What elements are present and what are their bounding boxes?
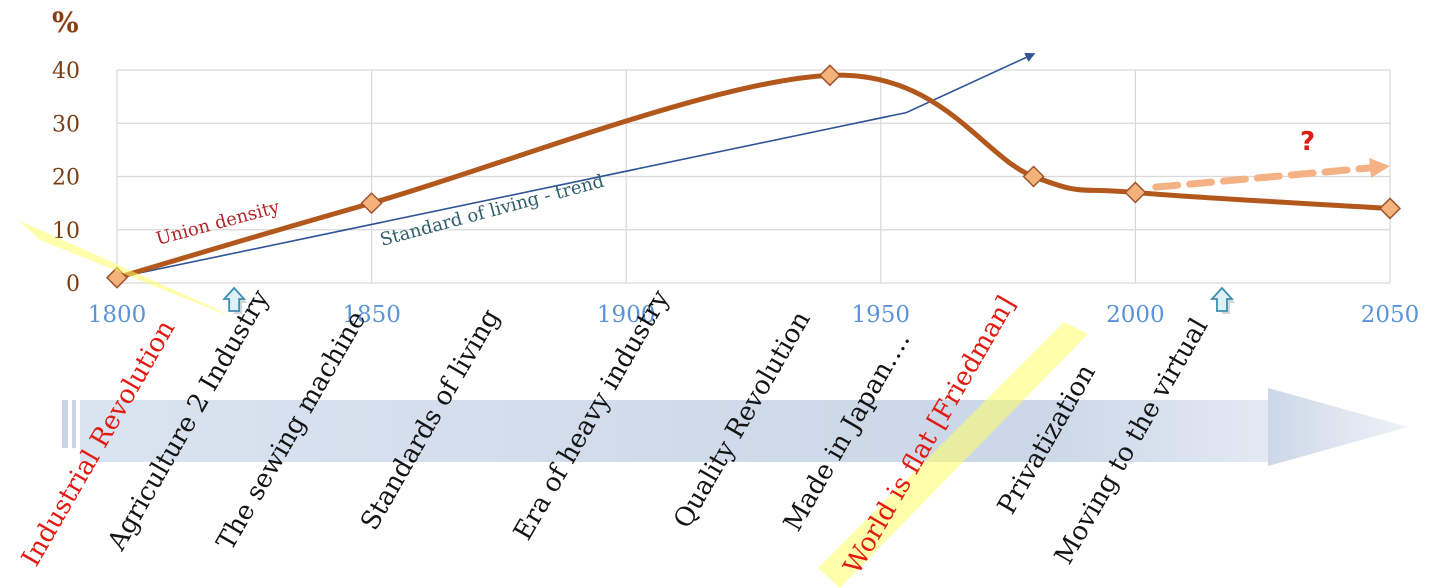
union-density-line (114, 72, 1393, 281)
x-tick-label: 1900 (597, 302, 656, 328)
union-density-point (1124, 181, 1147, 204)
y-tick-label: 20 (52, 166, 80, 191)
standard-of-living-trend-series (116, 52, 1036, 279)
era-highlight (18, 220, 234, 318)
era-markers (222, 286, 1235, 314)
x-tick-label: 2050 (1361, 302, 1420, 328)
x-tick-label: 2000 (1106, 302, 1165, 328)
trend-line (116, 52, 1036, 279)
y-tick-label: 0 (66, 272, 80, 297)
question-mark: ? (1300, 127, 1315, 157)
union-density-point (1022, 165, 1045, 188)
era-highlight (818, 322, 1088, 588)
union-density-series (105, 64, 1402, 289)
union-density-point (360, 192, 383, 215)
union-density-point (818, 64, 841, 87)
union-density-point (1378, 197, 1402, 220)
projection-line (1152, 157, 1390, 191)
timeline-arrow (62, 388, 1408, 466)
up-arrow-1823-icon (222, 286, 248, 314)
x-axis-ticks: 1800 1850 1900 1950 2000 2050 (88, 302, 1420, 328)
gridlines (116, 69, 1391, 284)
y-tick-label: 30 (52, 112, 80, 137)
y-tick-label: 40 (52, 59, 80, 84)
up-arrow-2017-icon (1209, 286, 1235, 314)
x-tick-label: 1800 (88, 302, 147, 328)
y-axis-label: % (52, 6, 79, 39)
x-tick-label: 1850 (342, 302, 401, 328)
projection-series (1152, 157, 1390, 191)
union-density-label: Union density (154, 197, 283, 250)
trend-label: Standard of living - trend (378, 171, 606, 251)
x-tick-label: 1950 (852, 302, 911, 328)
